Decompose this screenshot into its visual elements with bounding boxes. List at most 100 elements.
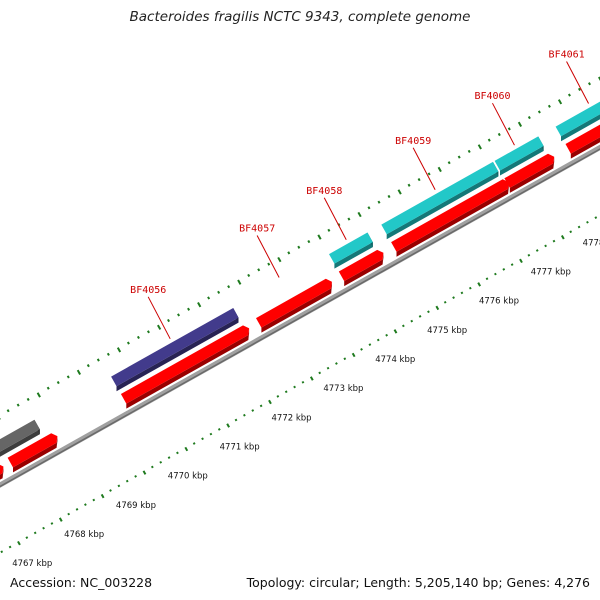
outer-tick — [477, 144, 482, 150]
cds-BF4056[interactable] — [120, 325, 250, 409]
inner-tick — [519, 258, 523, 264]
outer-tick — [257, 268, 261, 272]
cds-BF4060[interactable] — [504, 153, 555, 193]
gene-label-BF4060[interactable]: BF4060 — [474, 91, 510, 102]
inner-tick — [268, 399, 272, 405]
outer-tick — [357, 211, 362, 218]
inner-tick — [92, 498, 96, 502]
inner-tick — [284, 390, 288, 394]
gene-label-BF4057[interactable]: BF4057 — [239, 224, 275, 235]
inner-tick — [594, 216, 598, 219]
inner-tick — [385, 333, 388, 337]
outer-tick — [126, 341, 130, 345]
inner-tick — [410, 319, 414, 323]
gray-feature-face — [0, 419, 40, 452]
cds-fragment-1[interactable] — [7, 433, 58, 473]
cds-BF4056-end — [248, 328, 250, 340]
cds-BF4057-end — [331, 281, 332, 294]
inner-tick — [494, 272, 497, 276]
outer-tick — [397, 189, 402, 195]
inner-tick — [393, 329, 398, 334]
inner-tick — [75, 508, 79, 511]
cds-BF4058[interactable] — [338, 249, 384, 287]
cds-BF4061-side — [570, 137, 600, 159]
inner-tick — [33, 531, 37, 535]
cds-BF4057-face — [256, 278, 332, 328]
inner-tick — [485, 277, 489, 281]
cds-BF4057-side — [261, 288, 332, 333]
feature-BF4061[interactable] — [555, 87, 600, 142]
inner-tick — [192, 442, 196, 445]
backbone-line — [0, 144, 600, 488]
outer-tick — [377, 200, 381, 204]
kbp-label: 4772 kbp — [272, 413, 312, 423]
inner-tick — [17, 540, 21, 546]
feature-BF4056[interactable] — [111, 308, 239, 392]
genome-summary: Topology: circular; Length: 5,205,140 bp… — [246, 575, 590, 590]
inner-tick — [477, 282, 482, 287]
genome-backbone — [0, 144, 600, 488]
leader-BF4061 — [566, 61, 589, 104]
outer-tick — [36, 392, 41, 398]
cds-fragment-0[interactable] — [0, 464, 4, 492]
inner-tick — [201, 437, 204, 441]
outer-tick — [26, 397, 30, 402]
gene-label-BF4058[interactable]: BF4058 — [306, 186, 342, 197]
cds-BF4056-face — [120, 325, 250, 404]
outer-tick — [76, 369, 82, 376]
outer-tick — [277, 256, 282, 263]
leader-BF4058 — [323, 197, 347, 241]
outer-tick — [367, 206, 371, 210]
inner-tick — [309, 376, 314, 381]
inner-tick — [427, 310, 430, 314]
outer-tick — [407, 183, 411, 187]
inner-tick — [67, 512, 71, 516]
feature-BF4060-face — [494, 136, 544, 171]
inner-tick — [502, 268, 506, 271]
cds-BF4056-side — [126, 335, 249, 409]
outer-tick — [327, 228, 331, 232]
cds-BF4061[interactable] — [565, 105, 600, 159]
gray-feature[interactable] — [0, 419, 40, 465]
outer-tick — [177, 313, 181, 317]
inner-tick — [544, 244, 547, 248]
inner-tick — [552, 239, 556, 243]
outer-tick — [247, 273, 251, 278]
outer-tick-track — [0, 76, 600, 420]
inner-tick — [117, 484, 121, 488]
outer-tick — [447, 161, 451, 165]
cds-BF4058-end — [382, 252, 384, 265]
outer-tick — [537, 110, 541, 114]
cds-BF4060-end — [553, 156, 555, 169]
leader-BF4057 — [256, 235, 280, 278]
leader-BF4059 — [412, 147, 436, 191]
outer-tick — [187, 307, 191, 311]
cds-fragment-0-end — [2, 466, 4, 479]
outer-tick — [427, 172, 431, 176]
gene-label-BF4061[interactable]: BF4061 — [549, 50, 585, 61]
backbone-shadow — [0, 148, 600, 488]
inner-tick — [226, 423, 230, 428]
outer-tick — [267, 262, 271, 266]
cds-fragment-0-side — [0, 473, 3, 480]
feature-BF4058-side — [334, 242, 373, 269]
inner-tick — [259, 404, 263, 408]
kbp-label: 4770 kbp — [168, 472, 208, 482]
inner-tick — [510, 263, 514, 267]
gene-label-BF4056[interactable]: BF4056 — [130, 285, 166, 296]
feature-BF4060[interactable] — [494, 136, 544, 176]
cds-BF4057[interactable] — [256, 278, 332, 333]
inner-tick — [58, 517, 63, 522]
inner-tick — [209, 432, 213, 436]
kbp-label: 4778 kbp — [583, 238, 600, 248]
inner-tick — [418, 315, 422, 318]
inner-tick — [84, 503, 87, 507]
cds-fragment-0-face — [0, 464, 4, 475]
feature-BF4058[interactable] — [329, 232, 373, 269]
gene-label-BF4059[interactable]: BF4059 — [395, 136, 431, 147]
inner-tick — [243, 413, 246, 417]
leader-BF4060 — [492, 102, 515, 146]
outer-tick — [598, 76, 600, 82]
outer-tick — [437, 166, 442, 173]
feature-BF4059[interactable] — [381, 161, 499, 240]
